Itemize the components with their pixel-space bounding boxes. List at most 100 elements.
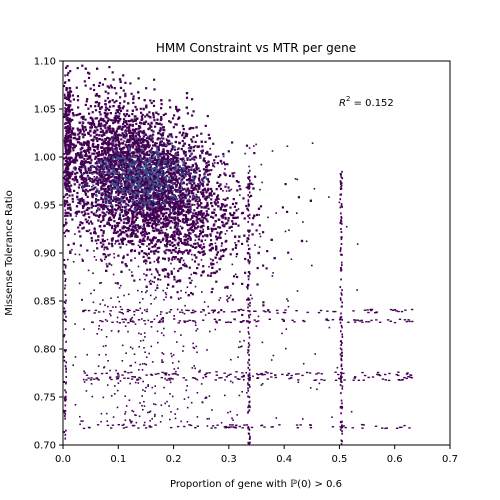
density-point — [149, 135, 152, 138]
density-point — [177, 251, 180, 254]
density-point — [133, 139, 136, 142]
density-point — [142, 122, 146, 125]
density-point — [102, 159, 105, 162]
density-point — [130, 259, 133, 262]
density-point — [209, 233, 212, 236]
density-point — [100, 196, 103, 199]
density-point — [138, 251, 141, 254]
density-point — [131, 217, 134, 220]
density-point — [193, 169, 196, 173]
density-point — [164, 225, 167, 228]
density-point — [101, 234, 104, 237]
density-point — [100, 245, 103, 248]
density-point — [194, 272, 197, 275]
density-point — [130, 195, 133, 198]
density-point — [67, 130, 71, 133]
density-point — [170, 176, 174, 179]
density-point — [108, 157, 111, 160]
density-point — [67, 211, 70, 214]
density-point — [120, 159, 124, 162]
density-point — [110, 172, 113, 175]
density-point — [175, 197, 178, 200]
density-point — [162, 207, 165, 210]
density-point — [104, 174, 107, 177]
density-point — [217, 175, 220, 178]
density-point — [189, 147, 192, 150]
density-point — [69, 156, 72, 159]
density-point — [78, 168, 81, 171]
density-point — [161, 144, 164, 147]
density-point — [95, 145, 98, 148]
density-point — [169, 226, 172, 229]
density-point — [107, 92, 110, 95]
density-point — [160, 140, 163, 143]
density-point — [206, 220, 209, 223]
density-point — [220, 309, 223, 312]
density-point — [177, 228, 180, 231]
density-point — [109, 84, 112, 87]
density-point — [201, 250, 204, 254]
density-point — [143, 148, 146, 151]
density-point — [127, 187, 130, 190]
density-point — [206, 226, 210, 229]
density-point — [99, 171, 102, 174]
density-point — [80, 142, 83, 145]
density-point — [95, 117, 99, 120]
density-point — [66, 93, 70, 96]
density-point — [98, 102, 101, 105]
density-point — [210, 202, 213, 205]
density-point — [71, 108, 74, 111]
density-point — [148, 172, 151, 175]
density-point — [68, 94, 71, 97]
density-point — [182, 193, 185, 196]
density-point — [80, 173, 84, 176]
density-point — [246, 240, 249, 243]
density-point — [170, 270, 173, 273]
density-point — [106, 222, 109, 225]
density-point — [142, 255, 145, 258]
density-point — [83, 172, 86, 175]
density-point — [99, 153, 102, 157]
density-point — [85, 152, 88, 155]
density-point — [153, 245, 157, 248]
density-point — [156, 217, 159, 220]
density-point — [111, 237, 114, 240]
density-point — [176, 207, 179, 210]
density-point — [65, 130, 68, 133]
density-point — [67, 204, 70, 207]
density-point — [187, 208, 190, 211]
density-point — [81, 205, 84, 208]
density-point — [109, 118, 112, 122]
density-point — [245, 204, 248, 208]
density-point — [92, 212, 95, 215]
density-point — [109, 205, 112, 208]
density-point — [178, 200, 181, 203]
density-point — [148, 232, 151, 235]
density-point — [184, 238, 187, 241]
density-point — [207, 169, 210, 172]
density-point — [164, 244, 167, 247]
density-point — [137, 133, 140, 136]
density-point — [89, 126, 92, 129]
density-point — [266, 250, 269, 253]
density-point — [143, 144, 146, 147]
density-point — [87, 147, 90, 150]
density-point — [92, 121, 95, 124]
density-point — [157, 148, 160, 151]
density-point — [174, 156, 177, 159]
density-point — [197, 263, 200, 266]
density-point — [132, 97, 135, 101]
density-point — [184, 217, 188, 220]
density-point — [189, 226, 192, 230]
density-point — [166, 218, 169, 221]
density-point — [101, 238, 104, 241]
density-point — [171, 162, 174, 165]
density-point — [202, 184, 205, 187]
density-point — [154, 151, 157, 154]
density-point — [68, 87, 72, 90]
density-point — [168, 216, 171, 219]
density-point — [134, 119, 137, 122]
density-point — [140, 214, 143, 217]
density-point — [159, 209, 162, 212]
density-point — [100, 220, 103, 223]
